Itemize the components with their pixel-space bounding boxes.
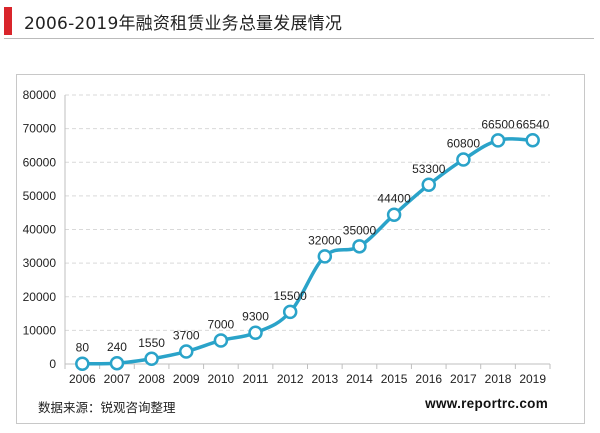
x-tick-label: 2013 [311, 372, 338, 386]
y-tick-label: 10000 [23, 323, 57, 337]
y-tick-label: 60000 [23, 155, 57, 169]
x-tick-label: 2009 [173, 372, 200, 386]
y-tick-label: 80000 [23, 88, 57, 102]
data-point-marker [490, 133, 506, 148]
data-point-marker [144, 351, 159, 367]
title-bar: 2006-2019年融资租赁业务总量发展情况 [4, 6, 342, 36]
x-tick-label: 2006 [69, 372, 96, 386]
y-tick-label: 50000 [23, 189, 57, 203]
data-point-marker [179, 344, 194, 359]
x-tick-label: 2015 [381, 372, 408, 386]
title-divider [4, 38, 594, 39]
chart-frame: 0 10000 20000 30000 40000 50000 60000 70000 8000… [16, 74, 585, 424]
y-tick-label: 30000 [23, 256, 57, 270]
data-point-marker [352, 239, 367, 254]
x-tick-label: 2008 [138, 372, 165, 386]
data-point-marker [421, 177, 436, 193]
data-point-marker [248, 325, 263, 340]
x-tick-label: 2014 [346, 372, 373, 386]
x-tick-label: 2012 [277, 372, 304, 386]
data-label: 1550 [138, 336, 165, 350]
data-label: 80 [76, 341, 90, 355]
data-source-note: 数据来源：锐观咨询整理 [38, 400, 176, 415]
data-label: 35000 [343, 223, 377, 237]
data-label: 60800 [447, 137, 481, 151]
website-url[interactable]: www.reportrc.com [425, 396, 548, 411]
y-tick-label: 40000 [23, 223, 57, 237]
data-label: 7000 [208, 317, 235, 331]
x-tick-label: 2016 [415, 372, 442, 386]
data-point-marker [109, 355, 125, 371]
data-point-marker [386, 207, 402, 222]
data-label: 240 [107, 340, 127, 354]
data-label: 53300 [412, 162, 446, 176]
data-point-marker [525, 133, 540, 148]
x-tick-label: 2010 [208, 372, 235, 386]
data-label: 66500 [481, 117, 515, 131]
y-tick-label: 0 [49, 357, 56, 371]
data-label: 66540 [516, 117, 550, 131]
data-label: 3700 [173, 329, 200, 343]
title-accent-bar [4, 7, 12, 35]
data-point-marker [75, 356, 90, 371]
y-tick-label: 20000 [23, 290, 57, 304]
data-label: 15500 [273, 289, 307, 303]
x-tick-label: 2017 [450, 372, 477, 386]
data-point-marker [282, 304, 298, 320]
line-chart: 0 10000 20000 30000 40000 50000 60000 70000 8000… [23, 88, 551, 386]
x-tick-label: 2007 [104, 372, 131, 386]
x-tick-label: 2018 [485, 372, 512, 386]
data-point-marker [456, 152, 471, 167]
page-title: 2006-2019年融资租赁业务总量发展情况 [24, 13, 343, 34]
data-point-marker [317, 249, 333, 264]
x-tick-label: 2011 [243, 372, 269, 386]
data-label: 9300 [242, 310, 269, 324]
data-label: 44400 [377, 192, 411, 206]
data-point-marker [213, 333, 229, 348]
x-tick-label: 2019 [519, 372, 546, 386]
y-tick-label: 70000 [23, 122, 57, 136]
data-label: 32000 [308, 233, 342, 247]
